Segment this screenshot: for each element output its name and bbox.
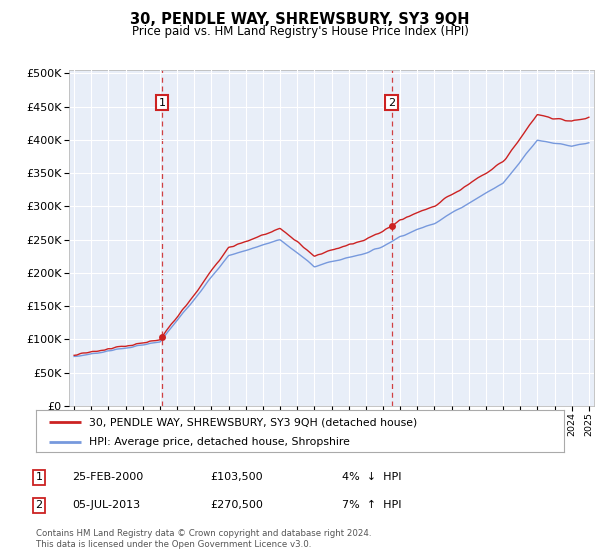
Text: Price paid vs. HM Land Registry's House Price Index (HPI): Price paid vs. HM Land Registry's House … [131, 25, 469, 38]
Text: 30, PENDLE WAY, SHREWSBURY, SY3 9QH: 30, PENDLE WAY, SHREWSBURY, SY3 9QH [130, 12, 470, 27]
Text: Contains HM Land Registry data © Crown copyright and database right 2024.
This d: Contains HM Land Registry data © Crown c… [36, 529, 371, 549]
Text: 2: 2 [388, 97, 395, 108]
Text: £270,500: £270,500 [210, 500, 263, 510]
Text: 7%  ↑  HPI: 7% ↑ HPI [342, 500, 401, 510]
Text: 25-FEB-2000: 25-FEB-2000 [72, 472, 143, 482]
Text: 2: 2 [35, 500, 43, 510]
Text: £103,500: £103,500 [210, 472, 263, 482]
Text: 1: 1 [35, 472, 43, 482]
Text: HPI: Average price, detached house, Shropshire: HPI: Average price, detached house, Shro… [89, 437, 350, 447]
Text: 1: 1 [158, 97, 166, 108]
Text: 4%  ↓  HPI: 4% ↓ HPI [342, 472, 401, 482]
Text: 30, PENDLE WAY, SHREWSBURY, SY3 9QH (detached house): 30, PENDLE WAY, SHREWSBURY, SY3 9QH (det… [89, 417, 417, 427]
Text: 05-JUL-2013: 05-JUL-2013 [72, 500, 140, 510]
